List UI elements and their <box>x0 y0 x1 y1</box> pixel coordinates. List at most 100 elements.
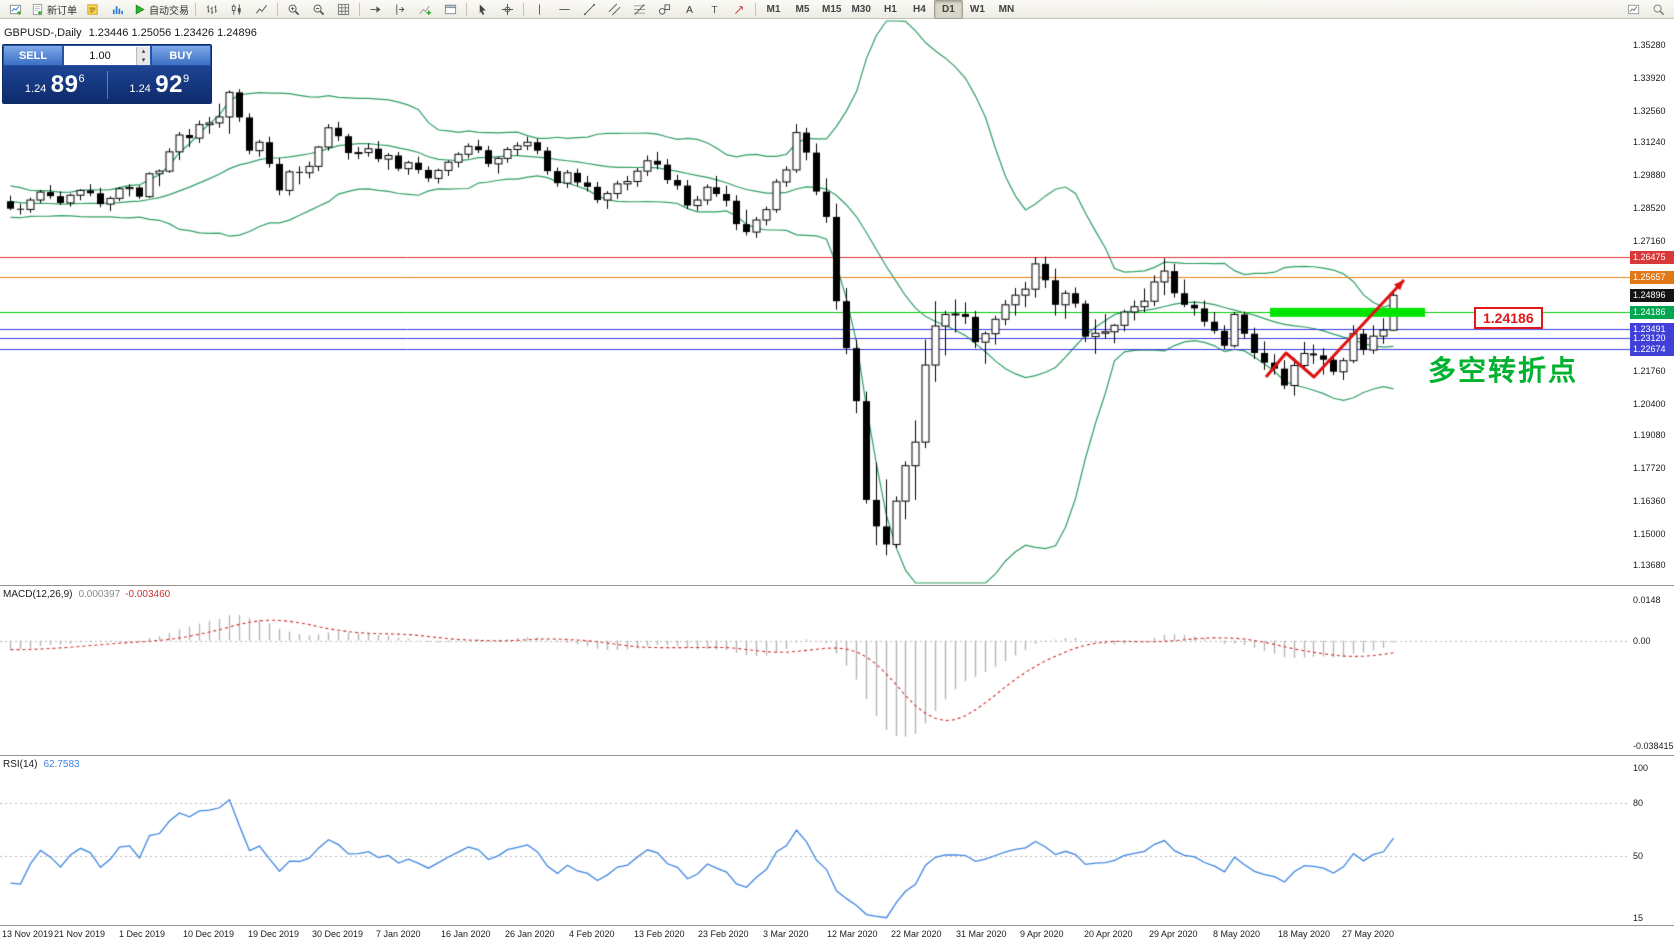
macd-canvas[interactable] <box>0 586 1630 755</box>
toolbar-separator <box>195 2 196 16</box>
price-divider <box>106 70 108 99</box>
new-order-button[interactable]: 新订单 <box>28 0 80 19</box>
date-axis-label: 30 Dec 2019 <box>312 929 364 939</box>
buy-price[interactable]: 1.24 929 <box>129 70 190 98</box>
bar-chart-button[interactable] <box>199 0 224 19</box>
price-chart-canvas[interactable] <box>0 19 1630 585</box>
date-axis-label: 1 Dec 2019 <box>119 929 166 939</box>
pane-separator[interactable] <box>0 585 1674 586</box>
crosshair-icon <box>501 3 514 16</box>
search-button[interactable] <box>1646 0 1671 19</box>
timeframe-m30-button-label: M30 <box>851 3 871 15</box>
timeframe-m5-button-label: M5 <box>795 3 810 15</box>
volume-value[interactable]: 1.00 <box>89 49 111 62</box>
shapes-icon <box>658 3 671 16</box>
date-axis-label: 13 Feb 2020 <box>634 929 685 939</box>
auto-scroll-button[interactable] <box>363 0 388 19</box>
text-button[interactable]: A <box>677 0 702 19</box>
rsi-canvas[interactable] <box>0 756 1630 925</box>
date-axis-label: 10 Dec 2019 <box>183 929 235 939</box>
timeframe-m1-button-label: M1 <box>766 3 781 15</box>
shift-icon <box>394 3 407 16</box>
timeframe-h4-button[interactable]: H4 <box>905 0 934 19</box>
chart-ohlc-values: 1.23446 1.25056 1.23426 1.24896 <box>88 27 257 39</box>
trendline-button[interactable] <box>577 0 602 19</box>
turning-point-annotation[interactable]: 多空转折点 <box>1428 355 1579 386</box>
line-chart-button[interactable] <box>249 0 274 19</box>
templates-icon <box>444 3 457 16</box>
price-axis-label: 1.31240 <box>1633 137 1666 147</box>
autotrading-button[interactable]: 自动交易 <box>130 0 192 19</box>
volume-down-icon[interactable]: ▾ <box>137 55 150 65</box>
support-level-label[interactable]: 1.24186 <box>1474 307 1543 329</box>
crosshair-button[interactable] <box>495 0 520 19</box>
timeframe-w1-button-label: W1 <box>969 3 985 15</box>
market-watch-button[interactable] <box>105 0 130 19</box>
fibonacci-button[interactable] <box>627 0 652 19</box>
neworder-icon <box>31 3 44 16</box>
price-axis-label: 1.21760 <box>1633 366 1666 376</box>
date-axis-label: 13 Nov 2019 <box>2 929 54 939</box>
textT-icon: T <box>708 3 721 16</box>
chart-shift-button[interactable] <box>388 0 413 19</box>
price-axis-label: 1.32560 <box>1633 106 1666 116</box>
timeframe-h1-button[interactable]: H1 <box>876 0 905 19</box>
templates-button[interactable] <box>438 0 463 19</box>
arrowsmall-icon <box>733 3 746 16</box>
macd-axis-label: 0.00 <box>1633 636 1651 646</box>
buy-button[interactable]: BUY <box>151 45 211 66</box>
toolbar-separator <box>277 2 278 16</box>
timeframe-m30-button[interactable]: M30 <box>846 0 875 19</box>
indicators-button[interactable] <box>413 0 438 19</box>
indicators-icon <box>419 3 432 16</box>
arrows-button[interactable] <box>727 0 752 19</box>
timeframe-mn-button[interactable]: MN <box>992 0 1021 19</box>
toolbar-separator <box>466 2 467 16</box>
svg-text:T: T <box>711 5 717 16</box>
vertical-line-button[interactable] <box>527 0 552 19</box>
grid-icon <box>337 3 350 16</box>
date-axis-label: 18 May 2020 <box>1278 929 1331 939</box>
editor-icon <box>86 3 99 16</box>
grid-button[interactable] <box>331 0 356 19</box>
toolbar: 新订单 自动交易 A T M1 M5 M15 M30 H1 H4 D1 W1 MN <box>0 0 1674 19</box>
zoomout-icon <box>312 3 325 16</box>
date-axis[interactable]: 13 Nov 2019 21 Nov 2019 1 Dec 2019 10 Dec 2… <box>0 925 1674 942</box>
timeframe-d1-button[interactable]: D1 <box>933 0 963 19</box>
cursor-button[interactable] <box>470 0 495 19</box>
timeframe-m15-button[interactable]: M15 <box>817 0 846 19</box>
macd-header: MACD(12,26,9) 0.000397 -0.003460 <box>3 589 170 600</box>
channel-button[interactable] <box>602 0 627 19</box>
current-price-tag: 1.24896 <box>1630 289 1674 302</box>
price-axis-label: 1.35280 <box>1633 40 1666 50</box>
smallchart-icon <box>1627 3 1640 16</box>
date-axis-label: 19 Dec 2019 <box>248 929 300 939</box>
toolbar-separator <box>359 2 360 16</box>
timeframe-w1-button[interactable]: W1 <box>963 0 992 19</box>
date-axis-label: 26 Jan 2020 <box>505 929 555 939</box>
price-chart-pane: GBPUSD-,Daily 1.23446 1.25056 1.23426 1.2… <box>0 19 1674 585</box>
candlestick-chart-button[interactable] <box>224 0 249 19</box>
volume-up-icon[interactable]: ▴ <box>137 46 150 56</box>
pane-separator[interactable] <box>0 755 1674 756</box>
timeframe-m1-button[interactable]: M1 <box>759 0 788 19</box>
price-level-tag: 1.25657 <box>1630 271 1674 284</box>
chart-profile-button[interactable] <box>1621 0 1646 19</box>
date-axis-label: 8 May 2020 <box>1213 929 1261 939</box>
date-axis-label: 27 May 2020 <box>1342 929 1395 939</box>
horizontal-line-button[interactable] <box>552 0 577 19</box>
timeframe-m5-button[interactable]: M5 <box>788 0 817 19</box>
zoom-out-button[interactable] <box>306 0 331 19</box>
sell-button[interactable]: SELL <box>3 45 63 66</box>
shapes-button[interactable] <box>652 0 677 19</box>
text-label-button[interactable]: T <box>702 0 727 19</box>
zoom-in-button[interactable] <box>281 0 306 19</box>
sell-price[interactable]: 1.24 896 <box>24 70 85 98</box>
bars-icon <box>205 3 218 16</box>
volume-field[interactable]: 1.00 ▴ ▾ <box>64 46 150 65</box>
metaeditor-button[interactable] <box>80 0 105 19</box>
new-chart-button[interactable] <box>3 0 28 19</box>
timeframe-h1-button-label: H1 <box>884 3 897 15</box>
date-axis-label: 31 Mar 2020 <box>956 929 1007 939</box>
